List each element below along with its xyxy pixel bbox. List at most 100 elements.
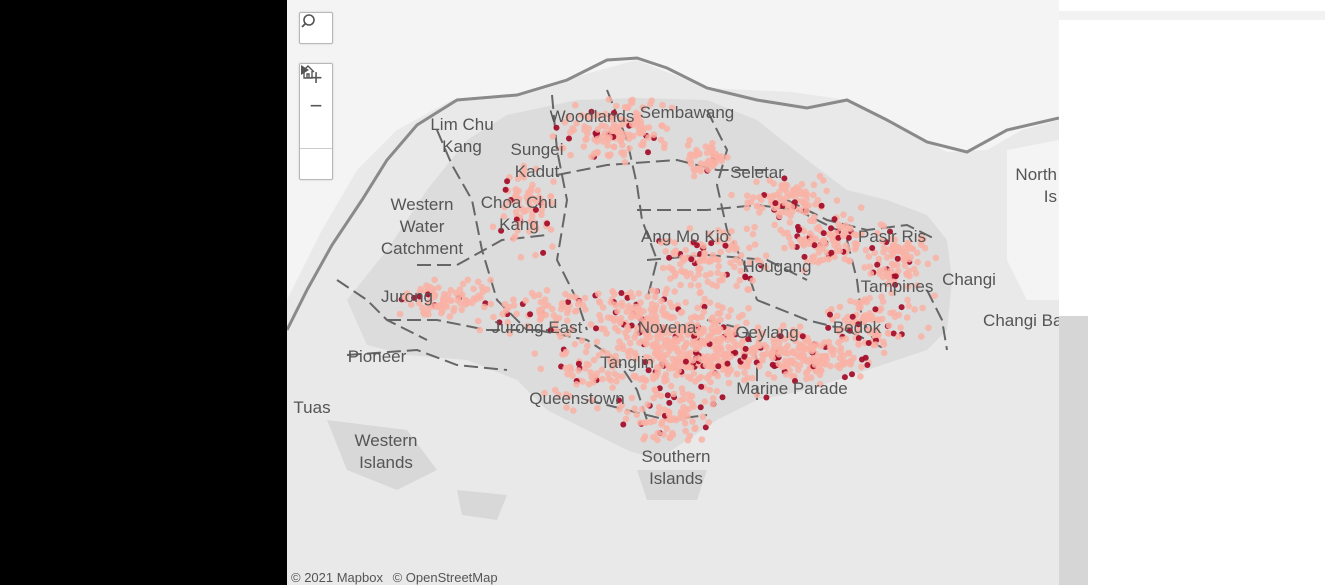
data-point[interactable] bbox=[770, 180, 777, 187]
data-point[interactable] bbox=[727, 259, 734, 267]
data-point[interactable] bbox=[707, 256, 715, 264]
data-point[interactable] bbox=[736, 276, 744, 284]
data-point[interactable] bbox=[699, 413, 707, 421]
data-point[interactable] bbox=[590, 356, 598, 364]
data-point[interactable] bbox=[802, 356, 809, 363]
data-point[interactable] bbox=[451, 305, 458, 312]
data-point[interactable] bbox=[500, 213, 508, 220]
data-point[interactable] bbox=[557, 305, 565, 313]
data-point[interactable] bbox=[604, 350, 611, 357]
data-point[interactable] bbox=[522, 207, 530, 214]
data-point[interactable] bbox=[583, 135, 590, 143]
data-point[interactable] bbox=[663, 324, 671, 332]
data-point[interactable] bbox=[744, 192, 751, 199]
data-point[interactable] bbox=[844, 350, 852, 357]
data-point[interactable] bbox=[667, 382, 675, 390]
data-point[interactable] bbox=[739, 338, 746, 346]
data-point[interactable] bbox=[675, 367, 682, 374]
data-point[interactable] bbox=[872, 341, 879, 348]
data-point[interactable] bbox=[647, 418, 654, 426]
data-point[interactable] bbox=[555, 329, 563, 337]
data-point[interactable] bbox=[553, 124, 560, 131]
data-point[interactable] bbox=[708, 147, 715, 155]
data-point[interactable] bbox=[689, 357, 697, 364]
data-point[interactable] bbox=[799, 333, 806, 340]
data-point[interactable] bbox=[665, 408, 672, 415]
data-point[interactable] bbox=[613, 378, 620, 385]
data-point[interactable] bbox=[695, 271, 702, 278]
data-point[interactable] bbox=[415, 299, 423, 307]
data-point[interactable] bbox=[668, 416, 675, 424]
data-point[interactable] bbox=[713, 282, 720, 290]
data-point[interactable] bbox=[826, 231, 834, 239]
data-point[interactable] bbox=[396, 310, 404, 318]
data-point[interactable] bbox=[914, 258, 921, 266]
data-point[interactable] bbox=[549, 133, 557, 140]
data-point[interactable] bbox=[865, 253, 873, 260]
data-point[interactable] bbox=[502, 186, 509, 193]
data-point[interactable] bbox=[607, 127, 614, 134]
data-point[interactable] bbox=[645, 149, 651, 156]
data-point[interactable] bbox=[754, 324, 762, 331]
data-point[interactable] bbox=[792, 360, 799, 368]
data-point[interactable] bbox=[438, 304, 445, 311]
data-point[interactable] bbox=[801, 253, 808, 260]
data-point[interactable] bbox=[655, 409, 662, 417]
data-point[interactable] bbox=[819, 360, 827, 367]
data-point[interactable] bbox=[504, 178, 511, 185]
data-point[interactable] bbox=[624, 294, 631, 301]
data-point[interactable] bbox=[746, 259, 754, 267]
data-point[interactable] bbox=[847, 215, 854, 223]
data-point[interactable] bbox=[884, 280, 892, 288]
data-point[interactable] bbox=[842, 222, 850, 229]
data-point[interactable] bbox=[626, 347, 634, 354]
home-icon[interactable] bbox=[300, 65, 332, 148]
data-point[interactable] bbox=[487, 276, 494, 284]
data-point[interactable] bbox=[513, 310, 520, 318]
data-point[interactable] bbox=[742, 273, 749, 280]
data-point[interactable] bbox=[838, 325, 845, 333]
data-point[interactable] bbox=[793, 191, 800, 198]
data-point[interactable] bbox=[857, 204, 865, 211]
data-point[interactable] bbox=[635, 290, 642, 297]
data-point[interactable] bbox=[865, 340, 872, 346]
data-point[interactable] bbox=[658, 297, 665, 305]
data-point[interactable] bbox=[616, 397, 622, 404]
data-point[interactable] bbox=[537, 312, 545, 320]
data-point[interactable] bbox=[706, 299, 714, 307]
data-point[interactable] bbox=[690, 370, 698, 377]
data-point[interactable] bbox=[840, 232, 847, 240]
data-point[interactable] bbox=[706, 386, 714, 394]
data-point[interactable] bbox=[588, 396, 595, 404]
data-point[interactable] bbox=[758, 204, 766, 212]
data-point[interactable] bbox=[593, 338, 601, 346]
data-point[interactable] bbox=[636, 419, 644, 426]
data-point[interactable] bbox=[514, 175, 522, 182]
data-point[interactable] bbox=[641, 433, 649, 440]
data-point[interactable] bbox=[527, 203, 534, 211]
data-point[interactable] bbox=[595, 352, 603, 359]
data-point[interactable] bbox=[690, 172, 698, 180]
data-point[interactable] bbox=[924, 260, 932, 268]
data-point[interactable] bbox=[776, 327, 784, 334]
data-point[interactable] bbox=[542, 311, 550, 319]
data-point[interactable] bbox=[816, 380, 824, 388]
data-point[interactable] bbox=[678, 385, 686, 392]
data-point[interactable] bbox=[769, 347, 776, 354]
data-point[interactable] bbox=[803, 207, 810, 215]
data-point[interactable] bbox=[662, 290, 669, 297]
data-point[interactable] bbox=[578, 337, 586, 344]
data-point[interactable] bbox=[658, 122, 665, 130]
data-point[interactable] bbox=[621, 159, 629, 166]
data-point[interactable] bbox=[804, 258, 811, 266]
data-point[interactable] bbox=[668, 104, 676, 112]
data-point[interactable] bbox=[604, 142, 611, 149]
data-point[interactable] bbox=[686, 225, 694, 232]
data-point[interactable] bbox=[696, 289, 704, 297]
data-point[interactable] bbox=[846, 327, 853, 334]
data-point[interactable] bbox=[769, 354, 776, 362]
data-point[interactable] bbox=[632, 374, 639, 381]
data-point[interactable] bbox=[708, 240, 715, 247]
data-point[interactable] bbox=[777, 226, 784, 234]
data-point[interactable] bbox=[629, 120, 636, 128]
